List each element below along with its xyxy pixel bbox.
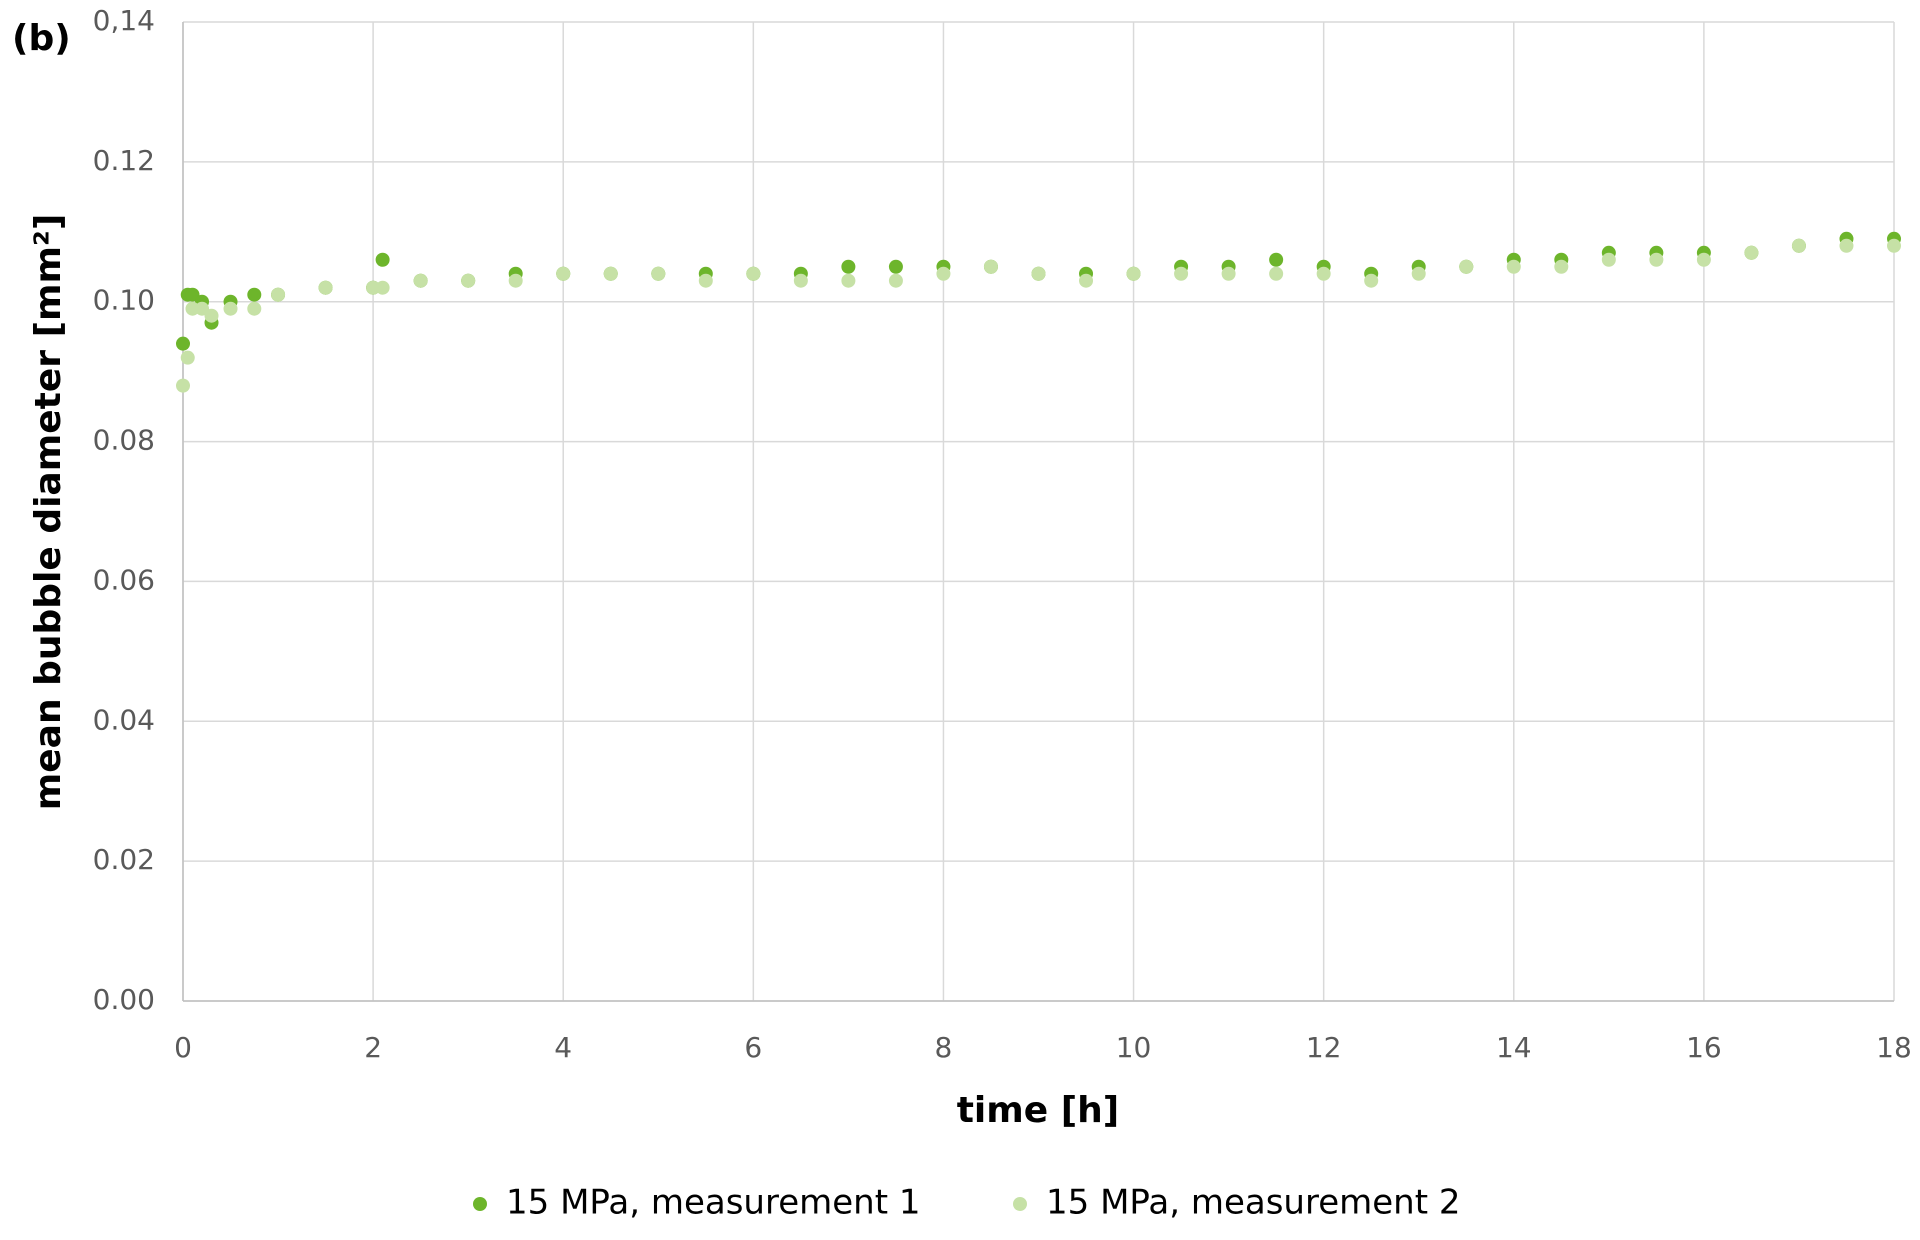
data-point bbox=[247, 301, 262, 316]
data-point bbox=[1791, 238, 1806, 253]
legend-marker bbox=[1013, 1197, 1027, 1211]
data-point bbox=[936, 266, 951, 281]
data-point bbox=[508, 273, 523, 288]
data-point bbox=[1174, 266, 1189, 281]
data-point bbox=[1411, 266, 1426, 281]
data-point bbox=[176, 378, 190, 393]
data-point bbox=[223, 301, 238, 316]
x-tick-label: 12 bbox=[1306, 1031, 1342, 1064]
y-tick-label: 0.06 bbox=[93, 563, 155, 596]
data-point bbox=[1459, 259, 1474, 274]
data-point bbox=[793, 273, 808, 288]
data-point bbox=[247, 287, 262, 302]
y-tick-label: 0,14 bbox=[93, 4, 155, 37]
y-tick-label: 0.10 bbox=[93, 284, 155, 317]
data-point bbox=[461, 273, 476, 288]
legend-marker bbox=[473, 1197, 487, 1211]
data-point bbox=[841, 259, 856, 274]
y-axis-label: mean bubble diameter [mm²] bbox=[28, 214, 69, 811]
data-point bbox=[1221, 266, 1236, 281]
y-tick-label: 0.00 bbox=[93, 983, 155, 1016]
data-point bbox=[888, 273, 903, 288]
y-tick-label: 0.02 bbox=[93, 843, 155, 876]
data-point bbox=[180, 350, 195, 365]
data-point bbox=[841, 273, 856, 288]
data-point bbox=[1126, 266, 1141, 281]
x-tick-label: 14 bbox=[1496, 1031, 1532, 1064]
legend-label: 15 MPa, measurement 1 bbox=[506, 1183, 920, 1223]
data-point bbox=[1887, 238, 1901, 253]
x-tick-label: 2 bbox=[364, 1031, 382, 1064]
x-tick-label: 18 bbox=[1876, 1031, 1912, 1064]
data-point bbox=[556, 266, 571, 281]
data-point bbox=[1506, 259, 1521, 274]
annotation: (b) bbox=[12, 18, 71, 59]
data-point bbox=[375, 280, 390, 295]
data-point bbox=[1554, 259, 1569, 274]
x-axis-label: time [h] bbox=[957, 1090, 1120, 1131]
data-point bbox=[271, 287, 286, 302]
x-tick-label: 4 bbox=[554, 1031, 572, 1064]
data-point bbox=[1744, 245, 1759, 260]
data-point bbox=[983, 259, 998, 274]
data-point bbox=[1649, 252, 1664, 267]
data-point bbox=[888, 259, 903, 274]
y-tick-label: 0.12 bbox=[93, 144, 155, 177]
data-point bbox=[746, 266, 761, 281]
y-tick-label: 0.04 bbox=[93, 703, 155, 736]
data-point bbox=[651, 266, 666, 281]
data-point bbox=[375, 252, 390, 267]
data-point bbox=[413, 273, 428, 288]
data-point bbox=[1269, 266, 1284, 281]
data-point bbox=[176, 336, 190, 351]
x-tick-label: 16 bbox=[1686, 1031, 1722, 1064]
data-point bbox=[1696, 252, 1711, 267]
legend-label: 15 MPa, measurement 2 bbox=[1046, 1183, 1460, 1223]
data-point bbox=[698, 273, 713, 288]
x-tick-label: 0 bbox=[174, 1031, 192, 1064]
data-point bbox=[318, 280, 333, 295]
data-point bbox=[1031, 266, 1046, 281]
data-point bbox=[204, 308, 219, 323]
data-point bbox=[1269, 252, 1284, 267]
x-tick-label: 8 bbox=[935, 1031, 953, 1064]
data-point bbox=[1839, 238, 1854, 253]
data-point bbox=[1316, 266, 1331, 281]
x-tick-label: 6 bbox=[744, 1031, 762, 1064]
data-point bbox=[1364, 273, 1379, 288]
data-point bbox=[1079, 273, 1094, 288]
y-tick-label: 0.08 bbox=[93, 424, 155, 457]
x-tick-label: 10 bbox=[1116, 1031, 1152, 1064]
data-point bbox=[603, 266, 618, 281]
data-point bbox=[1601, 252, 1616, 267]
